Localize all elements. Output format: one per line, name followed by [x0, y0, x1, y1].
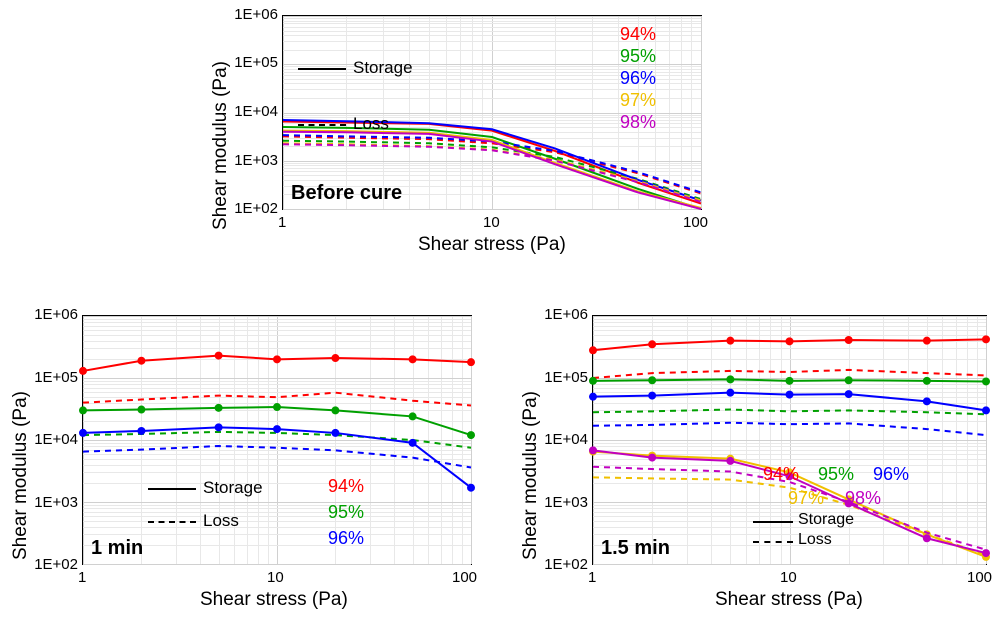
ytick-4: 1E+04 — [234, 103, 278, 120]
legend-line-loss — [298, 124, 346, 126]
x-axis-label: Shear stress (Pa) — [200, 589, 348, 611]
y-axis-label: Shear modulus (Pa) — [210, 61, 232, 230]
ytick-5: 1E+05 — [34, 369, 78, 386]
pct-96: 96% — [620, 68, 656, 89]
pct-94: 94% — [620, 24, 656, 45]
ytick-2: 1E+02 — [34, 556, 78, 573]
pct-95: 95% — [818, 464, 854, 485]
xtick-100: 100 — [967, 569, 992, 586]
pct-95: 95% — [620, 46, 656, 67]
xtick-100: 100 — [683, 214, 708, 231]
legend-line-storage — [148, 488, 196, 490]
pct-94: 94% — [763, 464, 799, 485]
legend-line-storage — [753, 521, 793, 523]
xtick-10: 10 — [780, 569, 797, 586]
ytick-4: 1E+04 — [544, 431, 588, 448]
panel-title-one-min: 1 min — [91, 537, 143, 560]
plot-area-before-cure: Storage Loss 94% 95% 96% 97% 98% Before … — [282, 15, 702, 210]
panel-one-half-min: Shear modulus (Pa) 94% 95% 96% 97% 98% S… — [510, 300, 1000, 620]
pct-97: 97% — [620, 90, 656, 111]
legend-label-storage: Storage — [353, 58, 413, 78]
pct-96: 96% — [873, 464, 909, 485]
xtick-1: 1 — [278, 214, 286, 231]
ytick-6: 1E+06 — [544, 306, 588, 323]
ytick-3: 1E+03 — [544, 494, 588, 511]
xtick-1: 1 — [588, 569, 596, 586]
ytick-2: 1E+02 — [544, 556, 588, 573]
legend-label-loss: Loss — [353, 114, 389, 134]
xtick-1: 1 — [78, 569, 86, 586]
pct-96: 96% — [328, 528, 364, 549]
pct-97: 97% — [788, 488, 824, 509]
legend-label-storage: Storage — [798, 511, 854, 529]
y-axis-label: Shear modulus (Pa) — [10, 391, 32, 560]
ytick-3: 1E+03 — [34, 494, 78, 511]
ytick-4: 1E+04 — [34, 431, 78, 448]
legend-line-loss — [753, 541, 793, 543]
panel-one-min: Shear modulus (Pa) Storage Loss 94% 95% … — [0, 300, 490, 620]
pct-94: 94% — [328, 476, 364, 497]
panel-before-cure: Shear modulus (Pa) Storage Loss 94% 95% … — [200, 0, 760, 260]
ytick-6: 1E+06 — [234, 6, 278, 23]
ytick-2: 1E+02 — [234, 200, 278, 217]
xtick-10: 10 — [267, 569, 284, 586]
xtick-10: 10 — [483, 214, 500, 231]
x-axis-label: Shear stress (Pa) — [715, 589, 863, 611]
pct-98: 98% — [620, 112, 656, 133]
ytick-3: 1E+03 — [234, 152, 278, 169]
ytick-6: 1E+06 — [34, 306, 78, 323]
pct-98: 98% — [845, 488, 881, 509]
legend-label-loss: Loss — [203, 511, 239, 531]
legend-line-loss — [148, 521, 196, 523]
series-svg-one-min — [83, 316, 471, 564]
plot-area-one-min: Storage Loss 94% 95% 96% 1 min — [82, 315, 472, 565]
series-svg-one-half-min — [593, 316, 986, 564]
panel-title-one-half-min: 1.5 min — [601, 537, 670, 560]
panel-title-before-cure: Before cure — [291, 182, 402, 205]
legend-line-storage — [298, 68, 346, 70]
ytick-5: 1E+05 — [234, 54, 278, 71]
legend-label-storage: Storage — [203, 478, 263, 498]
pct-95: 95% — [328, 502, 364, 523]
legend-label-loss: Loss — [798, 531, 832, 549]
plot-area-one-half-min: 94% 95% 96% 97% 98% Storage Loss 1.5 min — [592, 315, 987, 565]
x-axis-label: Shear stress (Pa) — [418, 234, 566, 256]
ytick-5: 1E+05 — [544, 369, 588, 386]
y-axis-label: Shear modulus (Pa) — [520, 391, 542, 560]
xtick-100: 100 — [452, 569, 477, 586]
